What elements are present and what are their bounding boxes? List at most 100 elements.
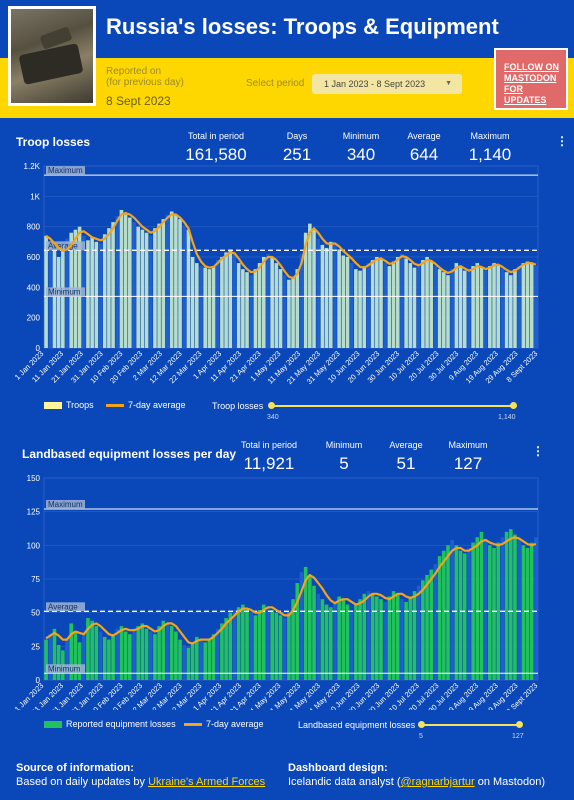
- troops-bar: [395, 257, 400, 348]
- equipment-range-slider-track[interactable]: [422, 724, 520, 726]
- equipment-bar: [333, 601, 337, 680]
- equipment-bar: [337, 596, 341, 680]
- troops-bar: [416, 264, 421, 348]
- chevron-down-icon: ▼: [445, 80, 452, 87]
- troops-stat-avg-label: Average: [407, 131, 441, 141]
- equipment-bar: [157, 626, 161, 680]
- equipment-bar: [454, 545, 459, 680]
- equipment-bar: [102, 636, 107, 680]
- troops-bar: [299, 253, 304, 348]
- troops-bar: [249, 275, 254, 348]
- troops-bar: [429, 261, 434, 348]
- equipment-y-tick-label: 25: [31, 642, 40, 651]
- equipment-y-tick-label: 0: [36, 676, 41, 685]
- troops-bar: [169, 211, 174, 348]
- troops-range-slider-track[interactable]: [272, 405, 514, 407]
- troops-bar: [107, 228, 111, 348]
- equipment-range-slider-min-handle[interactable]: [418, 721, 425, 728]
- equipment-bar: [433, 564, 438, 680]
- troops-bar: [500, 269, 505, 348]
- equipment-bar: [153, 634, 157, 680]
- source-link[interactable]: Ukraine's Armed Forces: [148, 776, 266, 788]
- troops-bar: [303, 232, 308, 348]
- source-title: Source of information:: [16, 762, 134, 774]
- troops-bar: [349, 263, 354, 348]
- equipment-bar: [408, 596, 413, 680]
- troops-stat-max-value: 1,140: [468, 145, 512, 164]
- troops-bar: [517, 266, 521, 348]
- follow-line-1: FOLLOW ON: [504, 62, 559, 72]
- troops-range-slider-max-handle[interactable]: [510, 402, 517, 409]
- troops-bar: [408, 263, 413, 348]
- equipment-bar: [169, 626, 174, 680]
- troops-bar: [115, 216, 120, 348]
- follow-line-3: FOR UPDATES: [504, 84, 547, 105]
- equipment-bar: [429, 569, 434, 680]
- equipment-y-tick-label: 75: [31, 575, 40, 584]
- troops-stat-days-value: 251: [282, 145, 312, 164]
- troops-bar: [383, 263, 387, 348]
- troops-bar: [404, 258, 408, 348]
- equipment-bar: [354, 604, 358, 680]
- equipment-bar: [249, 612, 254, 680]
- equipment-more-options-icon[interactable]: ⋮: [532, 444, 544, 458]
- equipment-bar: [492, 548, 496, 680]
- troops-more-options-icon[interactable]: ⋮: [556, 134, 568, 148]
- equipment-bar: [203, 642, 207, 680]
- troops-bar: [446, 275, 450, 348]
- troops-bar: [324, 247, 329, 348]
- troops-bar: [119, 209, 124, 348]
- troops-bar: [186, 229, 191, 348]
- troops-bar: [274, 263, 279, 348]
- equipment-bar: [362, 593, 367, 680]
- troops-bar: [387, 266, 392, 348]
- troops-bar: [496, 264, 501, 348]
- equipment-bar: [69, 623, 74, 680]
- troops-bar: [475, 263, 480, 348]
- troops-range-slider-min-handle[interactable]: [268, 402, 275, 409]
- equipment-bar: [107, 639, 111, 680]
- equipment-bar: [379, 599, 383, 680]
- period-dropdown[interactable]: 1 Jan 2023 - 8 Sept 2023 ▼: [312, 74, 462, 94]
- troops-bar: [450, 269, 454, 348]
- follow-mastodon-button[interactable]: FOLLOW ON MASTODON FOR UPDATES: [494, 48, 568, 110]
- equipment-bar: [282, 618, 287, 680]
- troops-stat-total-value: 161,580: [185, 145, 247, 164]
- equipment-bar: [303, 566, 308, 680]
- troops-bar: [341, 255, 346, 348]
- troops-bar: [504, 272, 509, 348]
- troops-bar: [278, 269, 283, 348]
- equipment-range-slider-max-handle[interactable]: [516, 721, 523, 728]
- equipment-bar: [341, 599, 346, 680]
- equipment-bar: [328, 607, 333, 680]
- period-dropdown-value: 1 Jan 2023 - 8 Sept 2023: [324, 79, 426, 89]
- troops-bar: [479, 267, 484, 348]
- page-title: Russia's losses: Troops & Equipment: [106, 14, 499, 39]
- reported-line-1: Reported on: [106, 66, 162, 77]
- troops-slider-max-value: 1,140: [498, 414, 516, 421]
- equipment-bar: [421, 580, 425, 680]
- design-title: Dashboard design:: [288, 762, 388, 774]
- equipment-bar: [115, 628, 120, 680]
- equipment-bar: [475, 537, 480, 680]
- troops-bar: [190, 257, 195, 348]
- troops-stat-min-label: Minimum: [342, 131, 380, 141]
- troops-bar: [86, 240, 90, 348]
- equipment-y-tick-label: 50: [31, 609, 40, 618]
- equipment-bar: [65, 639, 69, 680]
- equipment-bar: [517, 539, 521, 680]
- equipment-bar: [174, 631, 178, 680]
- troops-bar: [308, 223, 312, 348]
- troops-stat-avg-value: 644: [409, 145, 439, 164]
- equipment-bar: [161, 620, 166, 680]
- troops-bar: [421, 260, 425, 348]
- troops-bar: [203, 267, 207, 348]
- troops-bar: [261, 257, 266, 348]
- equipment-bar: [94, 626, 99, 680]
- equipment-bar: [224, 618, 228, 680]
- design-link[interactable]: @ragnarbjartur: [400, 776, 475, 788]
- equipment-slider-max-value: 127: [512, 733, 524, 740]
- equipment-ref-label-maximum: Maximum: [48, 500, 83, 509]
- troops-bar: [257, 263, 262, 348]
